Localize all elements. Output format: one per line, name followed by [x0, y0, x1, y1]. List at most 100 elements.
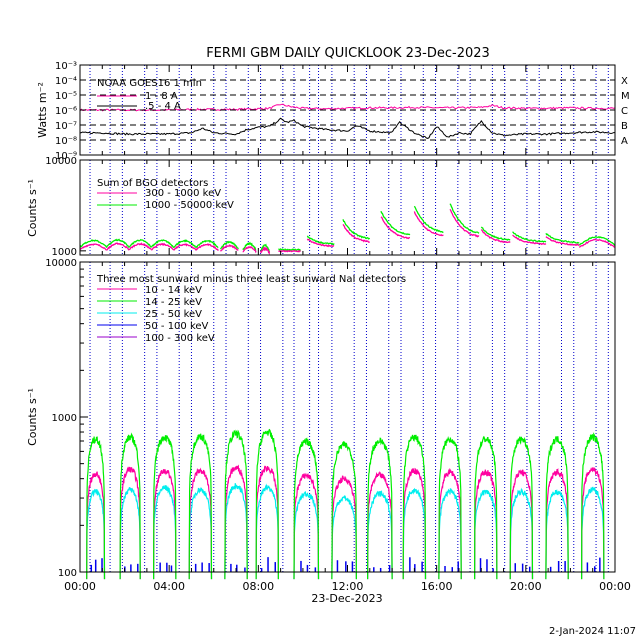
nai-series-line: [367, 437, 393, 580]
bgo-series-line: [380, 216, 411, 240]
goes-legend-label-1: 1 - 8 A: [145, 91, 178, 102]
nai-y-axis-label: Counts s⁻¹: [26, 388, 39, 446]
bgo-legend-label-2: 1000 - 50000 keV: [145, 200, 234, 211]
nai-series-line: [438, 467, 462, 580]
nai-series-line: [224, 464, 248, 580]
nai-legend-label-3: 25 - 50 keV: [145, 309, 202, 320]
bgo-series-line: [306, 238, 335, 248]
flare-class-label: M: [621, 91, 630, 102]
nai-series-line: [224, 483, 248, 580]
nai-series-line: [224, 429, 248, 580]
bgo-series-line: [449, 203, 480, 234]
bgo-y-tick-label: 10000: [45, 156, 77, 167]
nai-y-ticks: 10000 1000 100: [45, 258, 88, 579]
nai-series-line: [188, 467, 213, 580]
bgo-series-line: [342, 219, 371, 240]
x-tick-label: 04:00: [153, 580, 185, 593]
nai-legend-label-5: 100 - 300 keV: [145, 333, 215, 344]
nai-series-line: [581, 486, 605, 580]
bgo-series-line: [242, 241, 257, 251]
x-axis-ticks: 00:00 04:00 08:00 12:00 16:00 20:00 00:00: [64, 65, 631, 593]
nai-series-line: [255, 483, 279, 580]
goes-legend-title: NOAA GOES16 1 min: [97, 78, 202, 89]
figure-title: FERMI GBM DAILY QUICKLOOK 23-Dec-2023: [206, 46, 490, 61]
x-tick-label: 16:00: [421, 580, 453, 593]
nai-series-line: [119, 466, 141, 580]
goes-series: [79, 103, 616, 139]
x-axis-label: 23-Dec-2023: [311, 592, 382, 605]
bgo-series-line: [195, 239, 219, 249]
goes-y-tick-label: 10⁻⁷: [55, 121, 77, 132]
bgo-series-line: [242, 245, 257, 254]
bgo-series-line: [480, 226, 511, 241]
nai-series-line: [153, 485, 177, 580]
bgo-legend-label-1: 300 - 1000 keV: [145, 188, 221, 199]
bgo-series-line: [278, 249, 301, 253]
bgo-series-line: [150, 242, 175, 251]
bgo-series-line: [259, 243, 271, 253]
nai-series-line: [188, 433, 213, 580]
nai-legend-label-2: 14 - 25 keV: [145, 297, 202, 308]
flare-class-label: A: [621, 136, 628, 147]
nai-series-line: [402, 487, 427, 580]
nai-series-line: [119, 432, 141, 580]
bgo-series: [79, 203, 616, 256]
bgo-series-line: [259, 246, 271, 256]
bgo-y-ticks: 10000 1000: [45, 156, 86, 258]
nai-series-line: [402, 467, 427, 580]
nai-series-line: [153, 469, 177, 580]
nai-series-line: [293, 491, 320, 580]
bgo-series-line: [380, 210, 411, 236]
nai-series-line: [367, 490, 393, 580]
nai-y-tick-label: 10000: [45, 258, 77, 269]
bgo-series-line: [195, 243, 219, 251]
bgo-series-line: [512, 231, 547, 243]
bgo-series-line: [106, 242, 130, 251]
x-tick-label: 12:00: [332, 580, 364, 593]
bgo-series-line: [128, 242, 152, 251]
nai-series-line: [293, 472, 320, 580]
flare-class-label: B: [621, 121, 628, 132]
bgo-y-axis-label: Counts s⁻¹: [26, 179, 39, 237]
goes-y-tick-label: 10⁻⁶: [55, 106, 77, 117]
bgo-series-line: [219, 244, 239, 252]
nai-series-line: [119, 487, 141, 580]
nai-series-line: [545, 467, 569, 580]
nai-series-line: [581, 467, 605, 580]
goes-y-tick-label: 10⁻⁵: [55, 91, 77, 102]
nai-legend-title: Three most sunward minus three least sun…: [96, 274, 406, 285]
nai-legend-label-1: 10 - 14 keV: [145, 285, 202, 296]
x-tick-label: 20:00: [510, 580, 542, 593]
nai-series-line: [545, 489, 569, 580]
bgo-series-line: [512, 234, 547, 246]
nai-series-line: [509, 469, 534, 580]
bgo-y-tick-label: 1000: [52, 247, 77, 258]
x-tick-label: 08:00: [242, 580, 274, 593]
bgo-series-line: [413, 211, 444, 237]
nai-series-line: [293, 437, 320, 580]
nai-series-line: [255, 428, 279, 580]
bgo-series-line: [449, 208, 480, 238]
nai-y-tick-label: 1000: [52, 413, 77, 424]
bgo-series-line: [128, 238, 152, 248]
nai-series-line: [153, 435, 177, 580]
x-tick-label: 00:00: [599, 580, 631, 593]
nai-series-line: [86, 488, 106, 580]
bgo-series-line: [106, 238, 130, 248]
nai-series-line: [331, 475, 357, 580]
x-tick-label: 00:00: [64, 580, 96, 593]
goes-legend-label-2: .5 - 4 A: [145, 101, 181, 112]
bgo-series-line: [173, 239, 197, 249]
goes-series-line: [79, 117, 615, 139]
goes-series-line: [79, 103, 616, 112]
goes-y-tick-label: 10⁻³: [55, 61, 77, 72]
bgo-series-line: [480, 229, 511, 244]
flare-class-label: X: [621, 76, 628, 87]
bgo-series-line: [79, 243, 108, 251]
bgo-legend-title: Sum of BGO detectors: [97, 178, 208, 189]
bgo-series-line: [306, 235, 335, 246]
nai-series-line: [86, 436, 106, 580]
bgo-series-line: [578, 238, 616, 248]
